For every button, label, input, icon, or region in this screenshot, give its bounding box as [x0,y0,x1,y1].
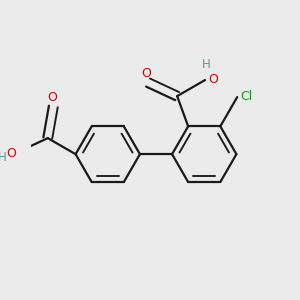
Text: Cl: Cl [241,90,253,103]
Text: O: O [142,67,152,80]
Text: O: O [6,147,16,160]
Text: O: O [208,73,218,86]
Text: H: H [0,152,6,164]
Text: H: H [202,58,210,71]
Text: O: O [47,91,57,104]
